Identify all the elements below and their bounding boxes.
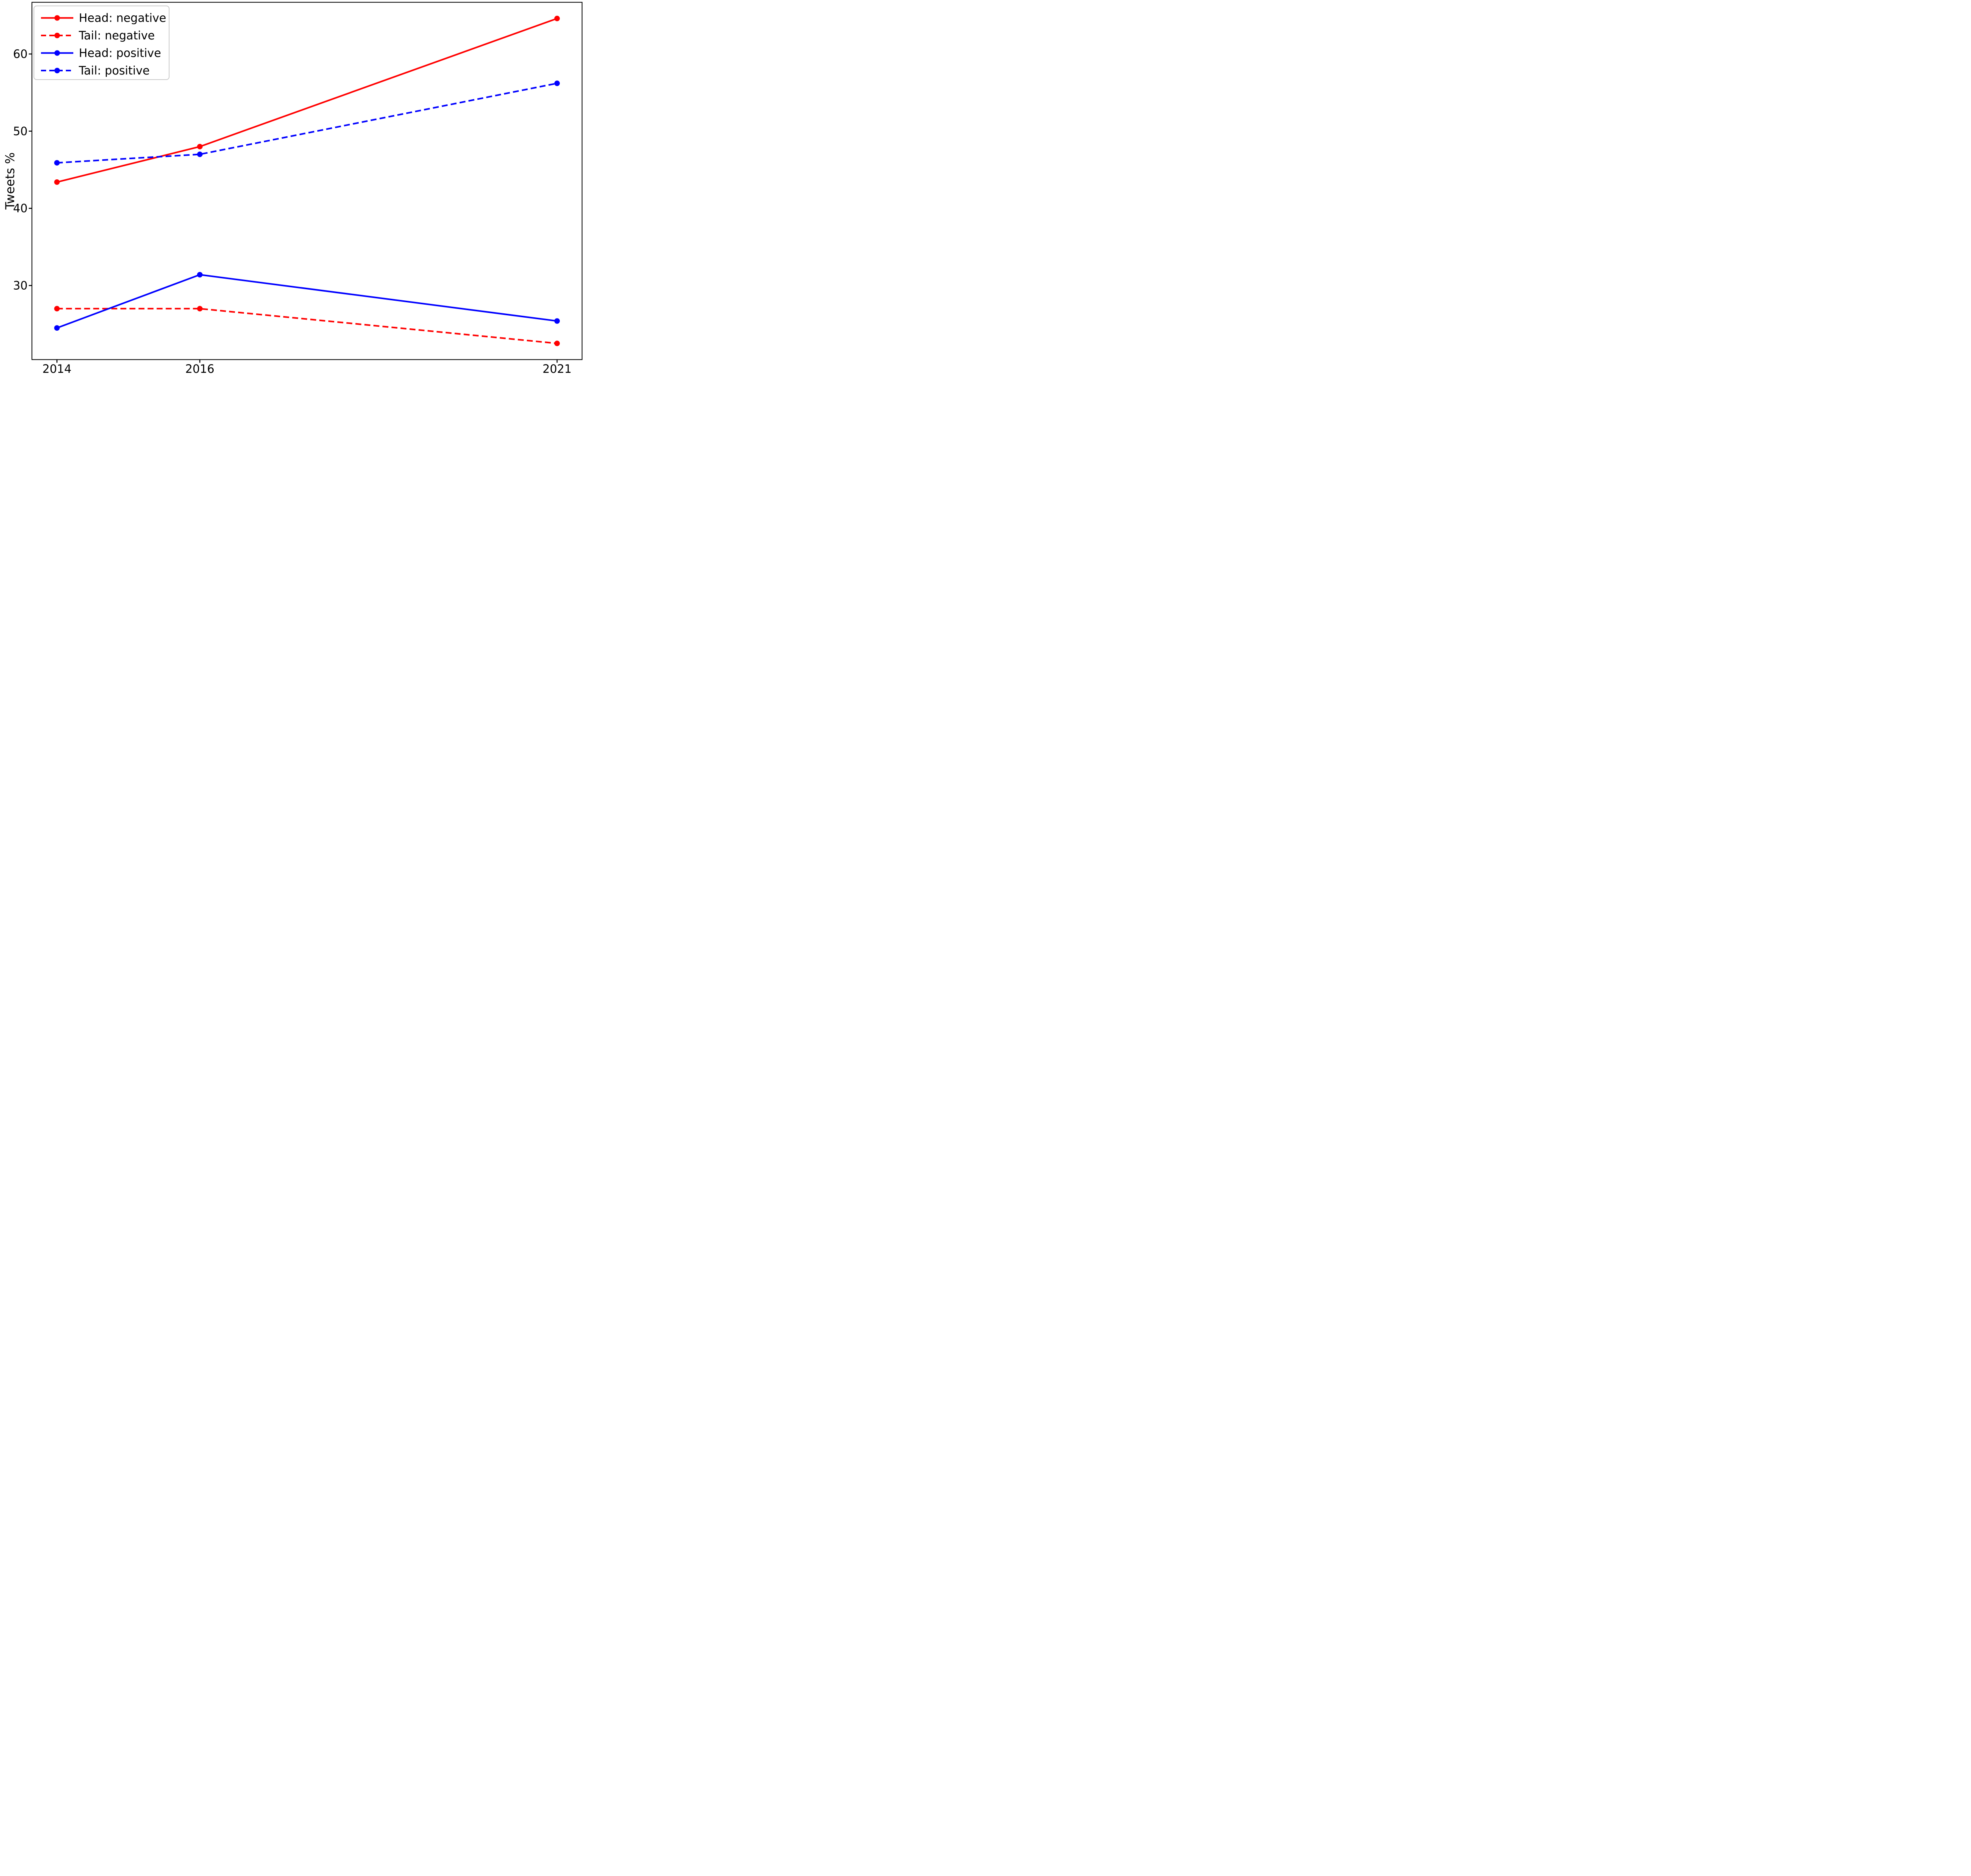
- legend-item-label: Head: negative: [79, 11, 166, 25]
- series-line-tail-negative: [57, 308, 557, 344]
- legend-marker-sample: [54, 33, 60, 38]
- series-line-head-positive: [56, 274, 557, 329]
- data-point-marker-tail-positive: [54, 160, 60, 166]
- y-tick-label: 40: [13, 202, 28, 215]
- legend-item-label: Head: positive: [79, 47, 161, 60]
- x-tick-label: 2021: [542, 362, 572, 375]
- axes-spines: [32, 2, 583, 360]
- figure: 2014 2016 2021 30 40 50 60 Tweets % Head: nega…: [0, 0, 584, 375]
- legend-item: Tail: negative: [41, 29, 155, 42]
- x-tick-label: 2014: [43, 362, 72, 375]
- data-point-marker-head-negative: [554, 15, 560, 21]
- y-tick-label: 50: [13, 125, 28, 138]
- data-point-marker-tail-negative: [54, 306, 60, 312]
- data-point-marker-tail-negative: [554, 341, 560, 346]
- line-chart: 2014 2016 2021 30 40 50 60 Tweets % Head: nega…: [3, 2, 583, 375]
- x-tick-label: 2016: [185, 362, 214, 375]
- y-tick-label: 30: [13, 279, 28, 292]
- legend-marker-sample: [54, 50, 60, 56]
- legend-box: [34, 6, 170, 80]
- series-line-tail-positive: [57, 82, 557, 164]
- data-point-marker-tail-positive: [554, 80, 560, 86]
- data-point-marker-head-positive: [554, 318, 560, 324]
- legend-item: Head: positive: [41, 47, 161, 60]
- y-axis-label: Tweets %: [3, 153, 17, 210]
- legend-marker-sample: [54, 15, 60, 21]
- data-point-marker-head-negative: [197, 143, 203, 149]
- legend: Head: negative Tail: negative Head: positi…: [34, 6, 170, 80]
- legend-item: Head: negative: [41, 11, 166, 25]
- legend-item: Tail: positive: [41, 64, 150, 77]
- data-point-marker-head-positive: [54, 325, 60, 331]
- legend-marker-sample: [54, 68, 60, 73]
- legend-item-label: Tail: positive: [78, 64, 150, 77]
- data-point-marker-tail-positive: [197, 151, 203, 157]
- data-point-marker-head-positive: [197, 272, 203, 278]
- data-point-marker-head-negative: [54, 179, 60, 185]
- data-point-marker-tail-negative: [197, 306, 203, 312]
- y-tick-label: 60: [13, 47, 28, 61]
- legend-item-label: Tail: negative: [78, 29, 155, 42]
